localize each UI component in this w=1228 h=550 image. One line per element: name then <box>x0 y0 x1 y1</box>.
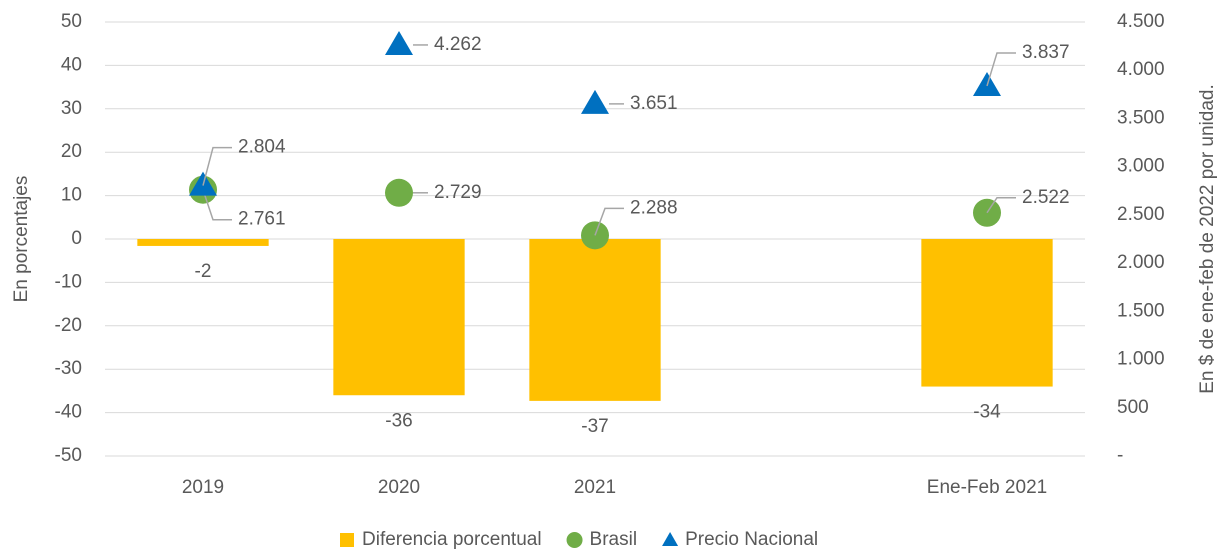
leader-line <box>986 52 1016 87</box>
y-tick-label: 10 <box>61 185 82 206</box>
y2-tick-label: 4.000 <box>1117 59 1165 80</box>
y2-axis-title: En $ de ene-feb de 2022 por unidad. <box>1197 84 1218 394</box>
y-tick-label: 30 <box>61 98 82 119</box>
legend-swatch <box>662 532 679 546</box>
y2-tick-label: 4.500 <box>1117 11 1165 32</box>
marker-brasil <box>385 178 413 207</box>
legend-label: Brasil <box>590 529 638 550</box>
bar <box>529 239 661 401</box>
data-label: 2.288 <box>630 197 678 218</box>
y-axis-title: En porcentajes <box>11 176 32 303</box>
data-label: 2.761 <box>238 209 286 230</box>
data-label: -34 <box>973 402 1001 423</box>
marker-precio <box>385 30 413 55</box>
leader-line <box>594 207 624 236</box>
legend-label: Diferencia porcentual <box>362 529 542 550</box>
x-tick-label: 2019 <box>182 477 224 498</box>
y-tick-label: 0 <box>71 228 82 249</box>
y2-tick-label: 2.000 <box>1117 252 1165 273</box>
data-label: 2.522 <box>1022 187 1070 208</box>
legend-swatch <box>566 532 583 548</box>
y2-tick-label: 1.500 <box>1117 300 1165 321</box>
y-tick-label: -10 <box>55 271 82 292</box>
data-label: 2.804 <box>238 137 286 158</box>
y-tick-label: -30 <box>55 358 82 379</box>
y-tick-label: 40 <box>61 54 82 75</box>
legend-swatch <box>340 533 354 547</box>
bar <box>137 239 269 246</box>
data-label: -2 <box>195 261 212 282</box>
y2-tick-label: 3.000 <box>1117 156 1165 177</box>
leader-line <box>202 189 232 221</box>
bar <box>333 239 465 396</box>
data-label: 3.651 <box>630 93 678 114</box>
y2-tick-label: 3.500 <box>1117 107 1165 128</box>
data-label: -37 <box>581 416 608 437</box>
data-label: 3.837 <box>1022 42 1070 63</box>
y2-tick-label: 1.000 <box>1117 349 1165 370</box>
y2-tick-label: 500 <box>1117 397 1149 418</box>
legend-label: Precio Nacional <box>685 529 818 550</box>
y-tick-label: 50 <box>61 11 82 32</box>
y-tick-label: -20 <box>55 315 82 336</box>
y2-tick-label: - <box>1117 445 1123 466</box>
x-tick-label: 2020 <box>378 477 420 498</box>
y-tick-label: -50 <box>55 445 82 466</box>
leader-line <box>986 197 1016 214</box>
x-tick-label: 2021 <box>574 477 616 498</box>
data-label: 4.262 <box>434 34 482 55</box>
bar <box>921 239 1053 387</box>
y-tick-label: -40 <box>55 402 82 423</box>
y2-tick-label: 2.500 <box>1117 204 1165 225</box>
data-label: -36 <box>385 410 412 431</box>
leader-line <box>202 146 232 186</box>
y-tick-label: 20 <box>61 141 82 162</box>
x-tick-label: Ene-Feb 2021 <box>927 477 1047 498</box>
data-label: 2.729 <box>434 182 482 203</box>
marker-precio <box>581 89 609 114</box>
